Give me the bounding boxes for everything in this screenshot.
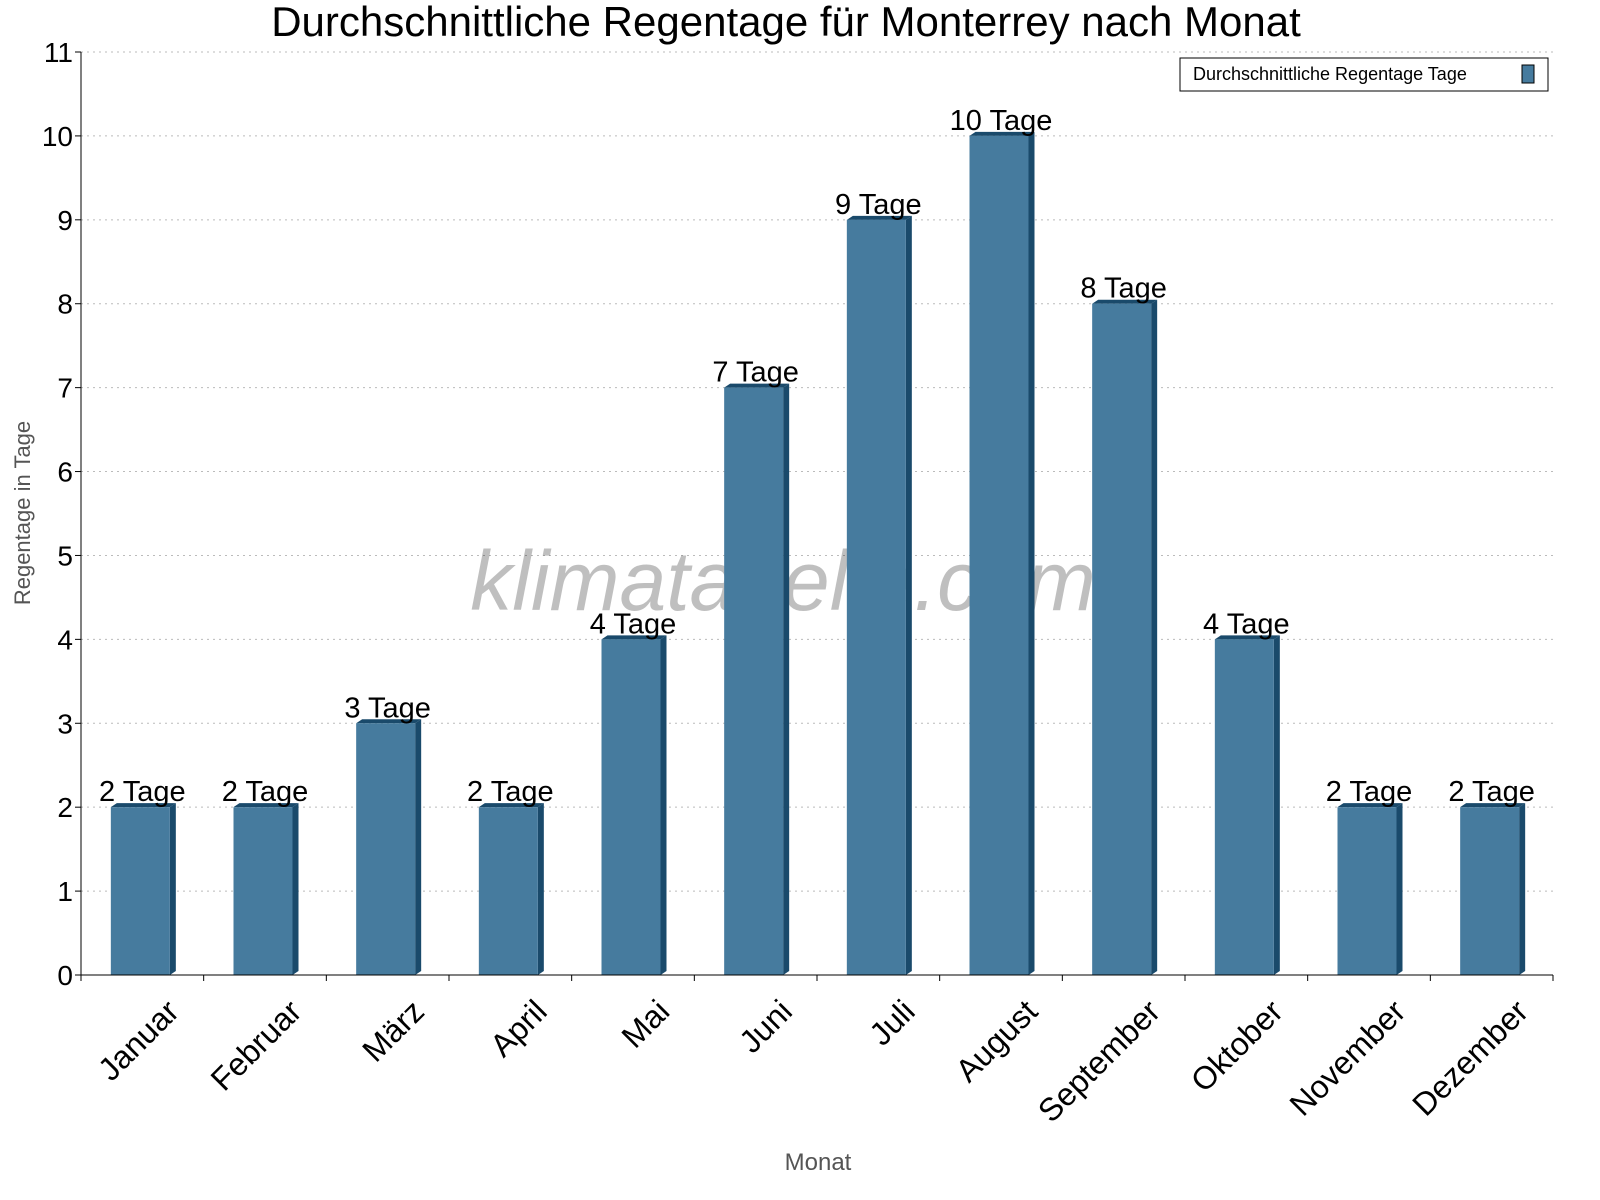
bar-top bbox=[356, 719, 422, 724]
data-label: 7 Tage bbox=[712, 357, 799, 389]
legend-swatch bbox=[1521, 64, 1535, 84]
chart-title: Durchschnittliche Regentage für Monterre… bbox=[271, 0, 1301, 45]
bar-side bbox=[660, 635, 667, 975]
x-tick-label: Juni bbox=[732, 993, 799, 1060]
bar-top bbox=[1460, 803, 1526, 808]
bar-side bbox=[1396, 803, 1403, 975]
data-label: 8 Tage bbox=[1080, 273, 1167, 305]
y-tick-label: 5 bbox=[57, 540, 73, 571]
bar-top bbox=[233, 803, 299, 808]
bar-november: 2 Tage bbox=[1326, 776, 1413, 975]
legend-label: Durchschnittliche Regentage Tage bbox=[1193, 64, 1467, 84]
x-tick-label: Oktober bbox=[1184, 993, 1290, 1099]
bars: 2 Tage 2 Tage 3 Tage 2 Tage 4 Tage 7 Tage 9 Ta… bbox=[99, 105, 1535, 976]
bar bbox=[110, 807, 170, 975]
y-tick-label: 9 bbox=[57, 205, 73, 236]
data-label: 2 Tage bbox=[222, 776, 309, 808]
bar-mai: 4 Tage bbox=[590, 608, 677, 975]
bar bbox=[1460, 807, 1520, 975]
data-label: 2 Tage bbox=[99, 776, 186, 808]
legend-box bbox=[1179, 57, 1549, 92]
bar-side bbox=[783, 383, 790, 975]
bar-side bbox=[1519, 803, 1526, 975]
x-tick-label: März bbox=[355, 993, 431, 1069]
bar-januar: 2 Tage bbox=[99, 776, 186, 975]
bar-side bbox=[415, 719, 422, 975]
bar-top bbox=[478, 803, 544, 808]
grid bbox=[81, 51, 1553, 892]
bar-top bbox=[1214, 635, 1280, 640]
legend: Durchschnittliche Regentage Tage bbox=[1179, 57, 1549, 92]
x-tick-label: Dezember bbox=[1405, 993, 1535, 1123]
data-label: 2 Tage bbox=[1326, 776, 1413, 808]
x-tick-label: August bbox=[948, 993, 1044, 1089]
bar-top bbox=[724, 383, 790, 388]
bar-april: 2 Tage bbox=[467, 776, 554, 975]
bar-februar: 2 Tage bbox=[222, 776, 309, 975]
bar-top bbox=[110, 803, 176, 808]
y-tick-label: 11 bbox=[44, 37, 73, 68]
bar bbox=[1214, 639, 1274, 975]
y-tick-label: 4 bbox=[57, 624, 73, 655]
bar-top bbox=[1092, 299, 1158, 304]
data-label: 4 Tage bbox=[1203, 608, 1290, 640]
x-tick-label: Februar bbox=[204, 993, 309, 1098]
bar bbox=[969, 135, 1029, 976]
x-tick-label: September bbox=[1031, 993, 1167, 1129]
bar bbox=[1092, 303, 1152, 975]
x-tick-label: November bbox=[1283, 993, 1413, 1123]
data-label: 2 Tage bbox=[1448, 776, 1535, 808]
bar-side bbox=[169, 803, 176, 975]
x-tick-label: Januar bbox=[91, 993, 186, 1088]
data-label: 9 Tage bbox=[835, 189, 922, 221]
bar bbox=[478, 807, 538, 975]
bar bbox=[356, 723, 416, 975]
bar bbox=[233, 807, 293, 975]
y-tick-label: 7 bbox=[57, 373, 73, 404]
bar-top bbox=[1337, 803, 1403, 808]
data-label: 4 Tage bbox=[590, 608, 677, 640]
bar-top bbox=[846, 215, 912, 220]
y-tick-label: 6 bbox=[57, 457, 73, 488]
bar-juni: 7 Tage bbox=[712, 357, 799, 975]
bar bbox=[724, 387, 784, 975]
bar-side bbox=[905, 215, 912, 975]
y-tick-label: 8 bbox=[57, 289, 73, 320]
bar-top bbox=[969, 131, 1035, 136]
bar-märz: 3 Tage bbox=[344, 692, 431, 975]
bar-side bbox=[1028, 131, 1035, 976]
y-tick-label: 0 bbox=[57, 960, 73, 991]
bar-side bbox=[292, 803, 299, 975]
bar-august: 10 Tage bbox=[950, 105, 1053, 976]
x-tick-label: Mai bbox=[614, 993, 676, 1055]
bar-side bbox=[537, 803, 544, 975]
y-axis-label: Regentage in Tage bbox=[10, 421, 35, 605]
bar-juli: 9 Tage bbox=[835, 189, 922, 975]
data-label: 2 Tage bbox=[467, 776, 554, 808]
y-tick-label: 10 bbox=[42, 121, 73, 152]
bar-september: 8 Tage bbox=[1080, 273, 1167, 975]
data-label: 3 Tage bbox=[344, 692, 431, 724]
bar-dezember: 2 Tage bbox=[1448, 776, 1535, 975]
y-tick-label: 2 bbox=[57, 792, 73, 823]
bar-top bbox=[601, 635, 667, 640]
bar-side bbox=[1273, 635, 1280, 975]
bar-side bbox=[1151, 299, 1158, 975]
x-tick-label: Juli bbox=[862, 993, 921, 1052]
bar bbox=[846, 219, 906, 975]
data-label: 10 Tage bbox=[950, 105, 1053, 137]
y-tick-label: 1 bbox=[57, 876, 73, 907]
bar bbox=[1337, 807, 1397, 975]
x-axis-label: Monat bbox=[785, 1149, 852, 1176]
bar bbox=[601, 639, 661, 975]
y-tick-label: 3 bbox=[57, 708, 73, 739]
x-tick-label: April bbox=[483, 993, 554, 1064]
bar-oktober: 4 Tage bbox=[1203, 608, 1290, 975]
